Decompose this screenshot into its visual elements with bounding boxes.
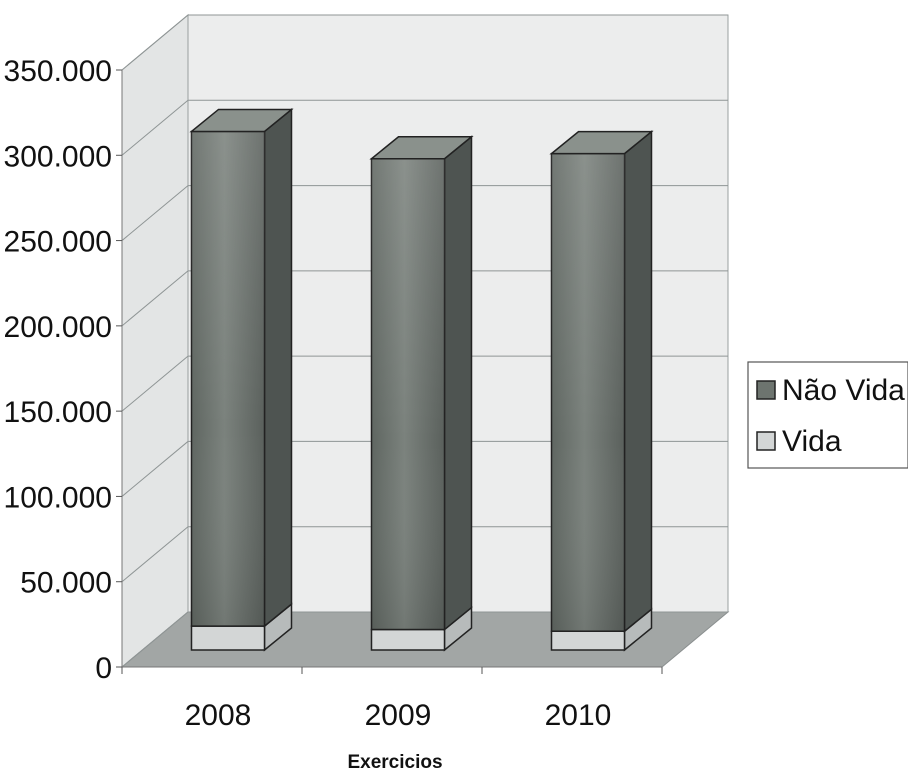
gridline [121,611,728,668]
bar-vida [190,625,266,651]
legend-swatch-nao-vida [756,380,776,400]
legend: Não Vida Vida [747,361,908,469]
bar-nao-vida-top [549,130,654,155]
gridlines [121,14,728,668]
gridline [121,14,728,71]
legend-label-nao-vida: Não Vida [782,374,905,407]
bar-nao-vida-top [369,136,474,160]
y-tick-label: 200.000 [4,311,112,344]
bar-nao-vida-side [263,107,293,628]
bar-nao-vida-side [623,130,653,633]
gridline [121,270,728,327]
gridline [121,355,728,412]
x-axis: 2008 2009 2010 [121,666,663,732]
gridline [121,526,728,583]
legend-swatch-vida [756,431,776,451]
x-tick-label-2010: 2010 [545,699,612,732]
y-tick-label: 250.000 [4,226,112,259]
bar-vida [550,630,626,651]
y-axis: 0 50.000 100.000 150.000 200.000 250.000 300.0… [4,55,123,685]
x-axis-title: Exercicios [347,752,442,773]
y-tick-label: 0 [95,652,112,685]
bar-group-2009 [369,135,474,652]
legend-label-vida: Vida [782,425,842,458]
x-tick-label-2008: 2008 [185,699,252,732]
bar-vida [370,628,446,651]
legend-box [747,361,908,469]
gridline [121,99,728,156]
y-tick-label: 300.000 [4,140,112,173]
side-wall [121,13,189,669]
gridline [121,440,728,497]
bar-group-2010 [549,130,654,652]
x-tick-label-2009: 2009 [365,699,432,732]
y-tick-label: 350.000 [4,55,112,88]
bar-nao-vida-shading [191,131,265,627]
gridline [121,185,728,241]
bar-nao-vida-side [443,135,473,632]
bar-nao-vida-shading [371,158,445,630]
bar-nao-vida-shading [551,153,625,632]
bar-nao-vida-top [189,108,294,133]
bars [189,107,654,652]
y-tick-label: 150.000 [4,396,112,429]
bar-group-2008 [189,107,294,652]
y-tick-label: 50.000 [20,567,112,600]
y-tick-label: 100.000 [4,481,112,514]
